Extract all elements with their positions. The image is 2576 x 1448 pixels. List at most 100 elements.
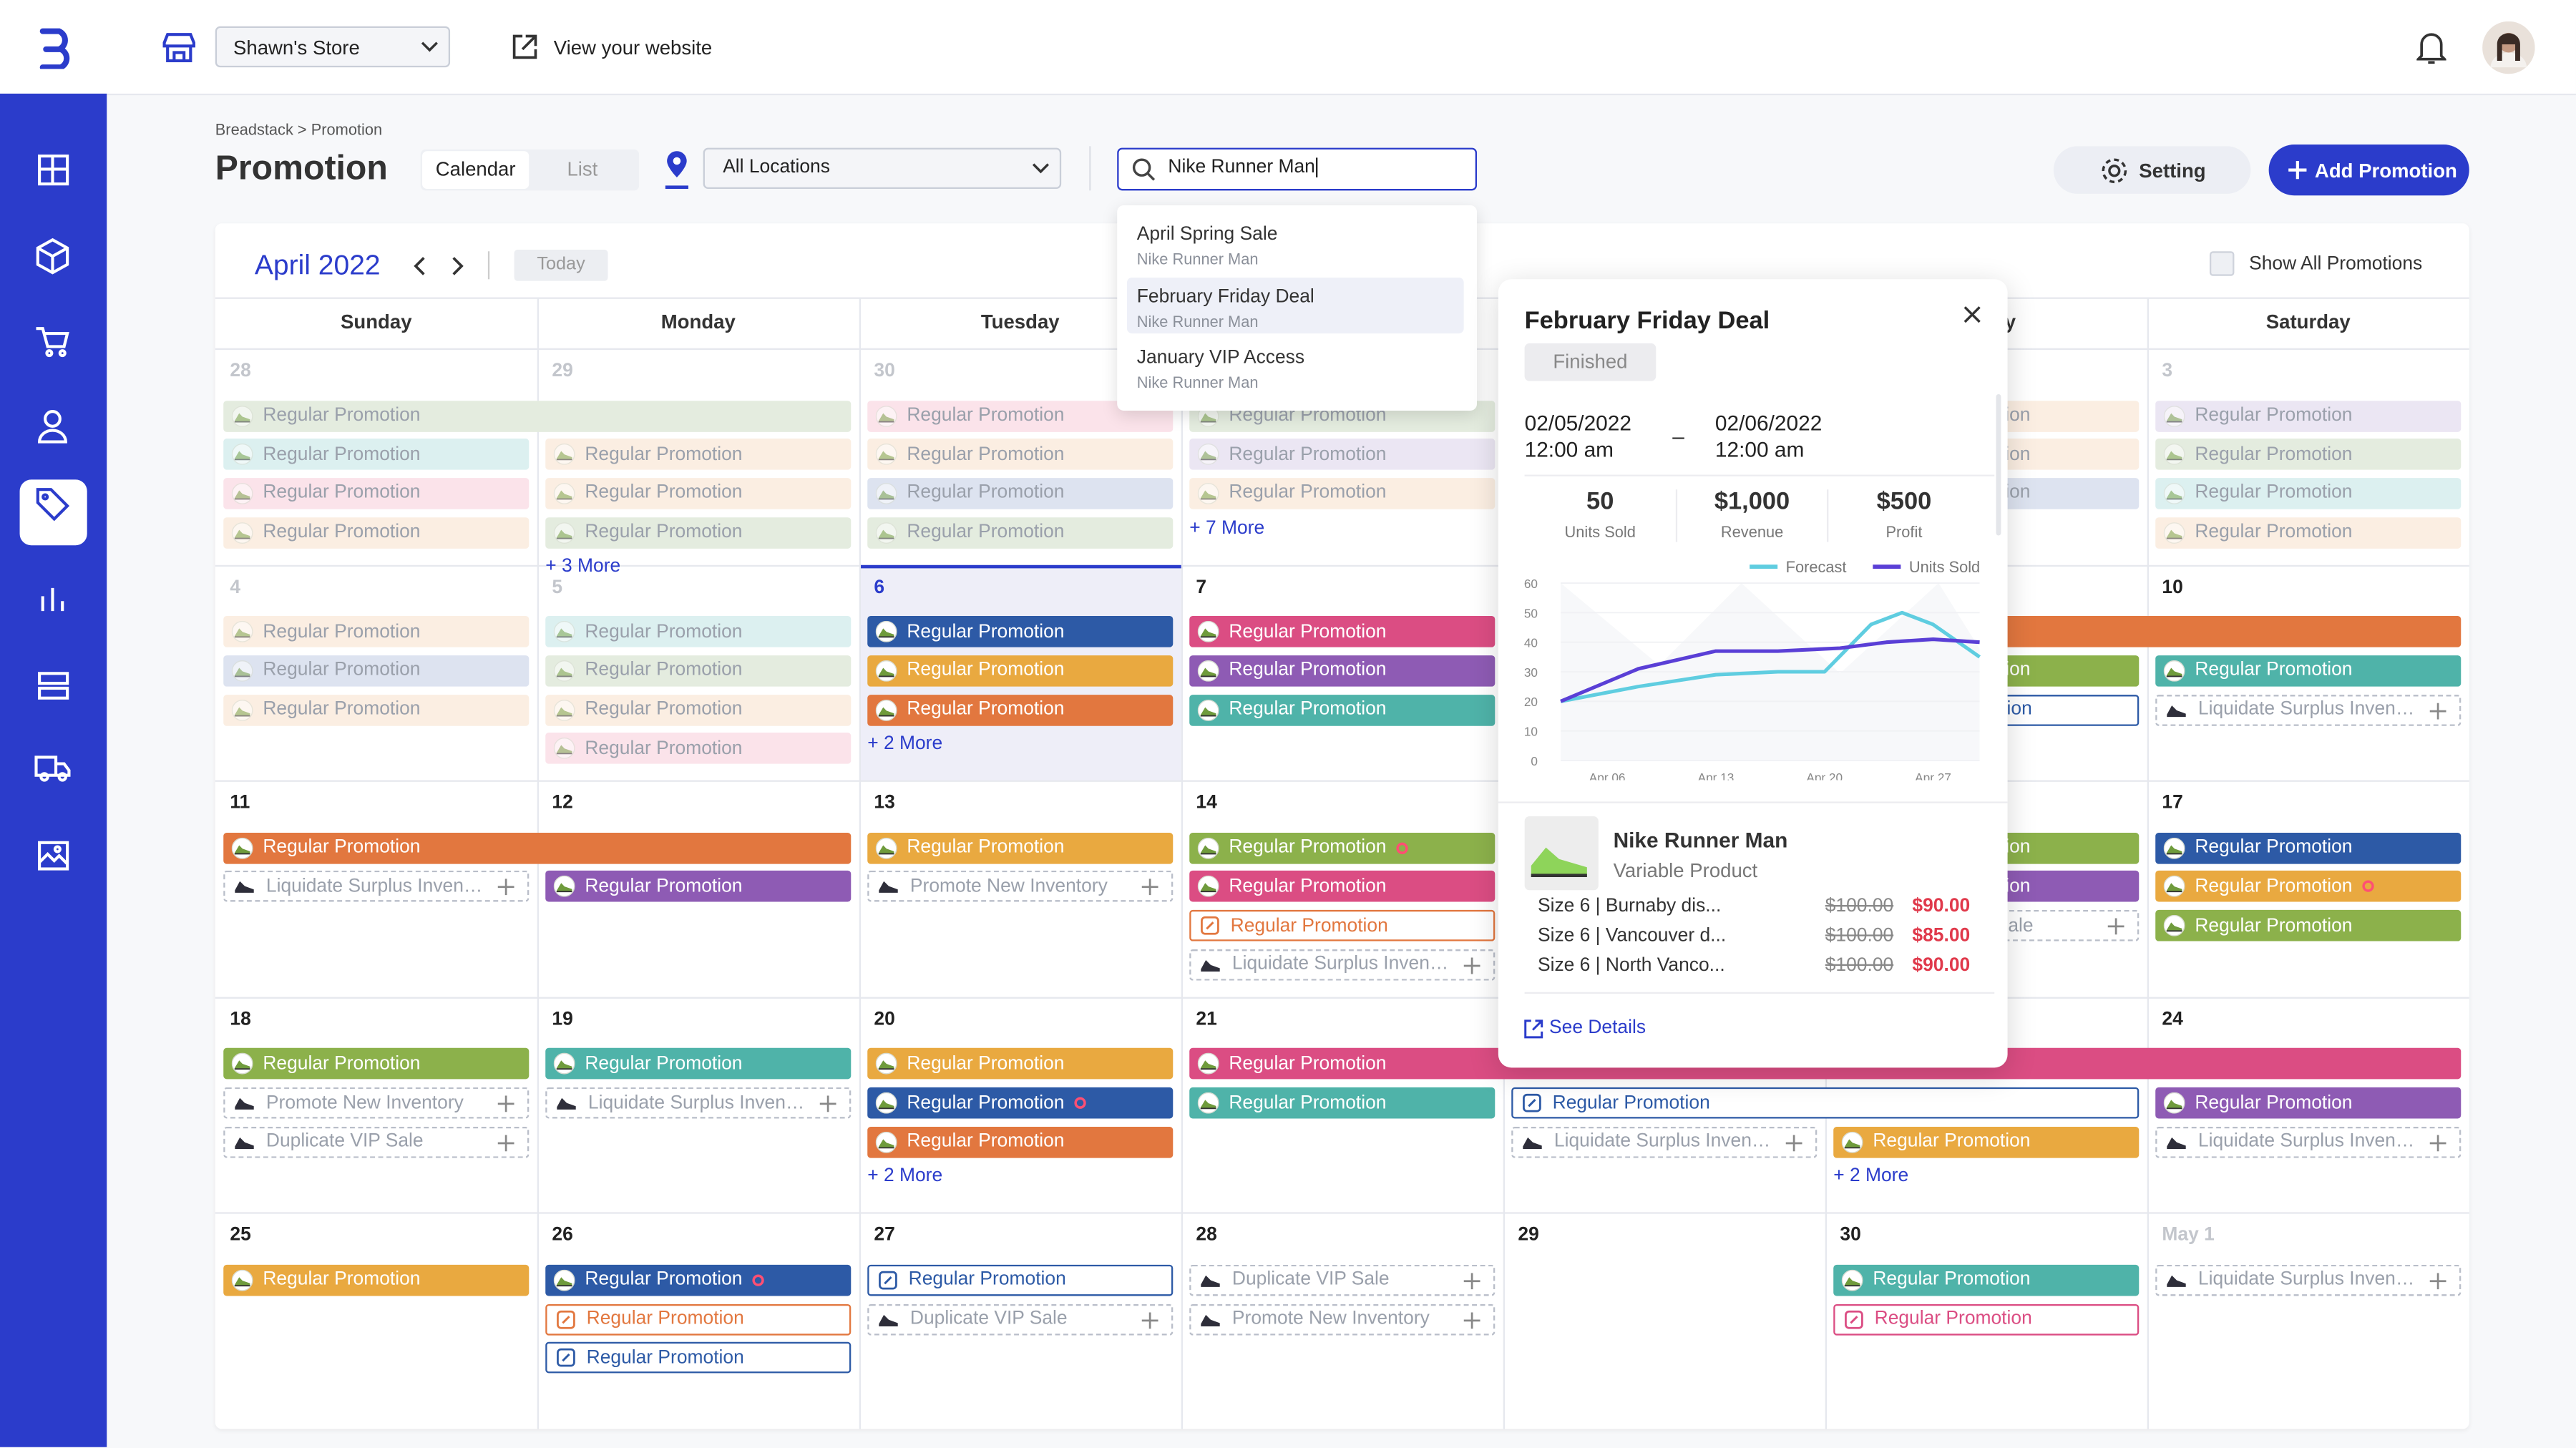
promotion-item[interactable]: Duplicate VIP Sale bbox=[867, 1303, 1174, 1335]
promotion-item[interactable]: Regular Promotion bbox=[223, 517, 530, 548]
promotion-label: Regular Promotion bbox=[585, 622, 743, 642]
more-link[interactable]: + 3 More bbox=[545, 557, 621, 577]
promotion-item[interactable]: Regular Promotion bbox=[1833, 1126, 2140, 1158]
sidebar-icons[interactable] bbox=[0, 94, 107, 915]
promotion-item[interactable]: Regular Promotion bbox=[545, 733, 852, 765]
promotion-item[interactable]: Promote New Inventory bbox=[867, 871, 1174, 903]
promotion-item[interactable]: Regular Promotion bbox=[1189, 477, 1496, 509]
setting-button[interactable]: Setting bbox=[2053, 146, 2251, 194]
promotion-item[interactable]: Liquidate Surplus Inven… bbox=[1189, 949, 1496, 981]
promotion-item[interactable]: Regular Promotion bbox=[1189, 910, 1496, 941]
promotion-item[interactable]: Regular Promotion bbox=[223, 655, 530, 687]
promotion-item[interactable]: Regular Promotion bbox=[867, 694, 1174, 725]
promotion-item[interactable]: Regular Promotion bbox=[867, 655, 1174, 687]
promotion-item[interactable]: Regular Promotion bbox=[2155, 400, 2462, 431]
promotion-item[interactable]: Regular Promotion bbox=[2155, 910, 2462, 941]
tab-calendar[interactable]: Calendar bbox=[422, 151, 530, 190]
promotion-item[interactable]: Regular Promotion bbox=[223, 400, 852, 431]
more-link[interactable]: + 2 More bbox=[867, 1166, 943, 1187]
promotion-item[interactable]: Regular Promotion bbox=[545, 1303, 852, 1335]
promotion-label: Regular Promotion bbox=[1229, 660, 1387, 681]
promotion-item[interactable]: Regular Promotion bbox=[1189, 439, 1496, 471]
promotion-item[interactable]: Regular Promotion bbox=[545, 1342, 852, 1374]
location-pin bbox=[665, 151, 688, 190]
result-name[interactable]: January VIP Access bbox=[1136, 348, 1305, 368]
promotion-item[interactable]: Regular Promotion bbox=[867, 1126, 1174, 1158]
bell-icon[interactable] bbox=[2416, 29, 2446, 66]
promotion-item[interactable]: Regular Promotion bbox=[545, 871, 852, 903]
promotion-item[interactable]: Regular Promotion bbox=[2155, 1087, 2462, 1119]
promotion-item[interactable]: Regular Promotion bbox=[223, 1264, 530, 1296]
today-button[interactable]: Today bbox=[514, 249, 608, 281]
tab-list[interactable]: List bbox=[567, 157, 598, 181]
promotion-item[interactable]: Regular Promotion bbox=[867, 1264, 1174, 1296]
promotion-item[interactable]: Regular Promotion bbox=[545, 1264, 852, 1296]
store-icon[interactable] bbox=[161, 31, 197, 64]
promotion-item[interactable]: Liquidate Surplus Inven… bbox=[2155, 694, 2462, 725]
promotion-item[interactable]: Regular Promotion bbox=[545, 477, 852, 509]
promotion-item[interactable]: Regular Promotion bbox=[867, 477, 1174, 509]
promotion-item[interactable]: Liquidate Surplus Inven… bbox=[545, 1087, 852, 1119]
promotion-item[interactable]: Liquidate Surplus Inven… bbox=[1511, 1126, 1818, 1158]
promotion-item[interactable]: Regular Promotion bbox=[223, 832, 852, 864]
see-details-link[interactable]: See Details bbox=[1549, 1018, 1646, 1039]
promotion-item[interactable]: Regular Promotion bbox=[867, 616, 1174, 647]
result-name[interactable]: February Friday Deal bbox=[1136, 286, 1314, 307]
result-name[interactable]: April Spring Sale bbox=[1136, 225, 1278, 245]
promotion-item[interactable]: Regular Promotion bbox=[1511, 1087, 2140, 1119]
promotion-label: Regular Promotion bbox=[907, 522, 1065, 542]
month-nav[interactable] bbox=[409, 253, 469, 280]
promotion-item[interactable]: Promote New Inventory bbox=[1189, 1303, 1496, 1335]
promotion-item[interactable]: Regular Promotion bbox=[2155, 832, 2462, 864]
promotion-item[interactable]: Regular Promotion bbox=[545, 1048, 852, 1080]
promotion-item[interactable]: Regular Promotion bbox=[2155, 871, 2462, 903]
promotion-item[interactable]: Duplicate VIP Sale bbox=[1189, 1264, 1496, 1296]
promotion-item[interactable]: Promote New Inventory bbox=[223, 1087, 530, 1119]
close-button[interactable] bbox=[1963, 305, 1981, 323]
promotion-item[interactable]: Regular Promotion bbox=[867, 517, 1174, 548]
promotion-item[interactable]: Liquidate Surplus Inven… bbox=[223, 871, 530, 903]
promotion-item[interactable]: Regular Promotion bbox=[1189, 694, 1496, 725]
promotion-item[interactable]: Regular Promotion bbox=[545, 517, 852, 548]
promotion-item[interactable]: Regular Promotion bbox=[1189, 655, 1496, 687]
promotion-item[interactable]: Regular Promotion bbox=[2155, 477, 2462, 509]
promotion-item[interactable]: Regular Promotion bbox=[545, 694, 852, 725]
promotion-item[interactable]: Regular Promotion bbox=[545, 616, 852, 647]
promotion-item[interactable]: Regular Promotion bbox=[867, 1048, 1174, 1080]
promotion-item[interactable]: Regular Promotion bbox=[867, 439, 1174, 471]
promotion-item[interactable]: Regular Promotion bbox=[1189, 832, 1496, 864]
promotion-item[interactable]: Regular Promotion bbox=[867, 1087, 1174, 1119]
promotion-item[interactable]: Regular Promotion bbox=[2155, 655, 2462, 687]
location-select[interactable]: All Locations bbox=[703, 147, 1062, 190]
promotion-item[interactable]: Liquidate Surplus Inven… bbox=[2155, 1264, 2462, 1296]
promotion-item[interactable]: Regular Promotion bbox=[2155, 517, 2462, 548]
promotion-item[interactable]: Regular Promotion bbox=[867, 400, 1174, 431]
more-link[interactable]: + 2 More bbox=[867, 734, 943, 755]
promotion-item[interactable]: Regular Promotion bbox=[545, 655, 852, 687]
promotion-item[interactable]: Regular Promotion bbox=[1833, 1264, 2140, 1296]
promotion-item[interactable]: Regular Promotion bbox=[1189, 1087, 1496, 1119]
show-all-checkbox[interactable] bbox=[2209, 251, 2235, 276]
variant-sale-price: $90.00 bbox=[1912, 896, 1971, 917]
promotion-item[interactable]: Regular Promotion bbox=[223, 1048, 530, 1080]
add-promotion-button[interactable]: Add Promotion bbox=[2268, 145, 2469, 196]
promotion-item[interactable]: Regular Promotion bbox=[223, 439, 530, 471]
promotion-item[interactable]: Regular Promotion bbox=[2155, 439, 2462, 471]
more-link[interactable]: + 7 More bbox=[1189, 518, 1265, 539]
promotion-item[interactable]: Regular Promotion bbox=[1189, 616, 1496, 647]
promotion-item[interactable]: Duplicate VIP Sale bbox=[223, 1126, 530, 1158]
more-link[interactable]: + 2 More bbox=[1833, 1166, 1909, 1187]
promotion-item[interactable]: Regular Promotion bbox=[1833, 1303, 2140, 1335]
store-select[interactable]: Shawn's Store bbox=[215, 26, 451, 68]
promotion-item[interactable]: Liquidate Surplus Inven… bbox=[2155, 1126, 2462, 1158]
promotion-item[interactable]: Regular Promotion bbox=[223, 616, 530, 647]
view-website-link[interactable]: View your website bbox=[553, 36, 713, 59]
promotion-item[interactable]: Regular Promotion bbox=[1189, 871, 1496, 903]
promotion-item[interactable]: Regular Promotion bbox=[223, 477, 530, 509]
search-box[interactable]: Nike Runner Man bbox=[1117, 147, 1478, 191]
avatar[interactable] bbox=[2482, 21, 2535, 74]
promotion-item[interactable]: Regular Promotion bbox=[223, 694, 530, 725]
promotion-item[interactable]: Regular Promotion bbox=[867, 832, 1174, 864]
promotion-item[interactable]: Regular Promotion bbox=[545, 439, 852, 471]
promotion-label: Duplicate VIP Sale bbox=[1231, 1270, 1390, 1291]
